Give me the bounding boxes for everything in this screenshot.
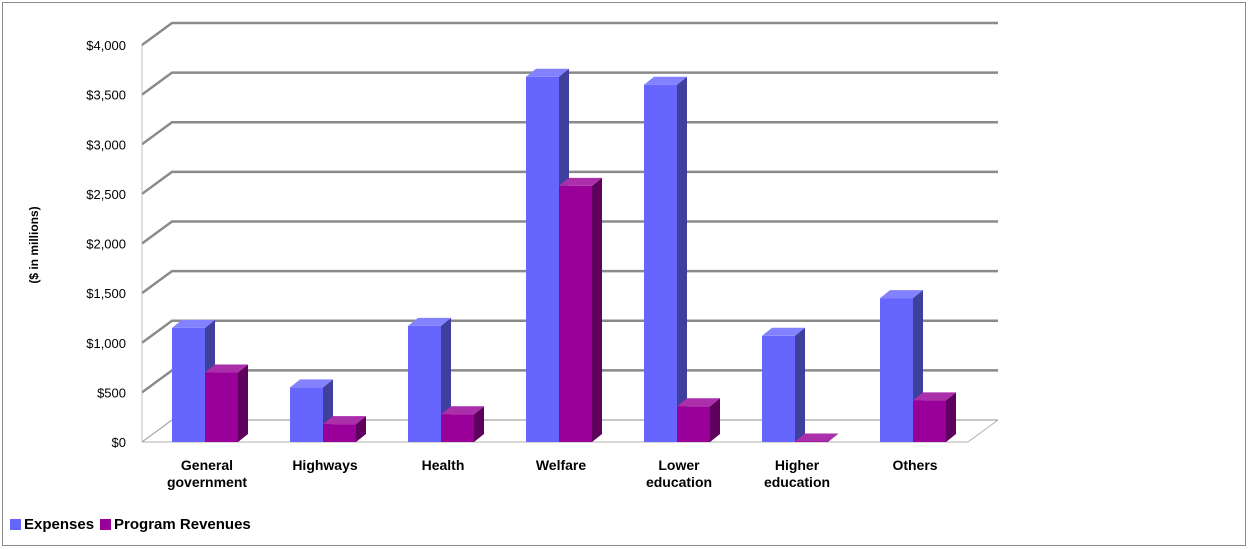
x-label-line: Health bbox=[422, 457, 465, 473]
bar-program-revenues-welfare bbox=[559, 177, 602, 442]
bar-front bbox=[408, 325, 441, 442]
x-label-higher-education: Higher education bbox=[764, 457, 830, 490]
y-tick-label: $2,000 bbox=[86, 237, 126, 252]
gridline bbox=[141, 319, 998, 344]
gridline bbox=[141, 21, 998, 46]
x-label-health: Health bbox=[422, 457, 465, 473]
x-label-line: General bbox=[181, 457, 233, 473]
x-label-line: government bbox=[167, 474, 247, 490]
bar-expenses-health bbox=[408, 317, 451, 442]
bar-front bbox=[526, 76, 559, 442]
bar-top bbox=[526, 68, 569, 77]
x-axis-labels: General government Highways Health Welfare Lo… bbox=[167, 457, 938, 490]
bar-front bbox=[559, 185, 592, 442]
gridline bbox=[141, 220, 998, 245]
legend-item-expenses: Expenses bbox=[10, 516, 94, 533]
legend-swatch-expenses bbox=[10, 519, 21, 530]
bar-front bbox=[172, 327, 205, 442]
bar-top bbox=[644, 76, 687, 85]
gridline bbox=[141, 170, 998, 195]
y-tick-label: $2,500 bbox=[86, 187, 126, 202]
legend-swatch-program-revenues bbox=[100, 519, 112, 530]
gridline bbox=[141, 71, 998, 96]
bar-expenses-lower-education bbox=[644, 76, 687, 442]
floor-right-edge bbox=[967, 419, 999, 443]
legend: Expenses Program Revenues bbox=[10, 516, 257, 533]
bar-side bbox=[474, 406, 484, 442]
bar-top bbox=[441, 406, 484, 415]
bar-program-revenues-others bbox=[913, 392, 956, 442]
x-label-highways: Highways bbox=[292, 457, 358, 473]
x-label-line: Others bbox=[892, 457, 937, 473]
bar-side bbox=[946, 392, 956, 442]
bars bbox=[172, 68, 956, 442]
gridline bbox=[141, 121, 998, 146]
bar-top bbox=[172, 319, 215, 328]
bar-side bbox=[677, 76, 687, 442]
bar-side bbox=[356, 416, 366, 442]
y-tick-label: $4,000 bbox=[86, 38, 126, 53]
bar-side bbox=[710, 398, 720, 442]
bar-top bbox=[323, 416, 366, 425]
x-label-general-government: General government bbox=[167, 457, 247, 490]
bar-side bbox=[795, 327, 805, 442]
bar-program-revenues-higher-education bbox=[795, 433, 838, 442]
bar-side bbox=[828, 433, 838, 442]
bar-front bbox=[205, 372, 238, 442]
bar-top bbox=[913, 392, 956, 401]
x-label-line: Welfare bbox=[536, 457, 587, 473]
bar-front bbox=[290, 387, 323, 442]
y-tick-label: $3,000 bbox=[86, 137, 126, 152]
y-axis-ticks: $0 $500 $1,000 $1,500 $2,000 $2,500 $3,000 $3,5… bbox=[86, 38, 126, 450]
bar-program-revenues-general-government bbox=[205, 364, 248, 442]
bar-side bbox=[592, 177, 602, 442]
y-tick-label: $0 bbox=[112, 435, 126, 450]
bar-front bbox=[880, 298, 913, 442]
bar-top bbox=[762, 327, 805, 336]
x-label-line: Lower bbox=[658, 457, 700, 473]
y-axis-title: ($ in millions) bbox=[27, 206, 41, 283]
bar-top bbox=[290, 379, 333, 388]
bar-program-revenues-lower-education bbox=[677, 398, 720, 442]
bar-top bbox=[795, 433, 838, 442]
y-tick-label: $500 bbox=[97, 385, 126, 400]
bar-top bbox=[880, 290, 923, 299]
x-label-welfare: Welfare bbox=[536, 457, 587, 473]
bar-top bbox=[408, 317, 451, 326]
x-label-line: Highways bbox=[292, 457, 358, 473]
x-label-others: Others bbox=[892, 457, 937, 473]
bar-side bbox=[238, 364, 248, 442]
bar-front bbox=[913, 400, 946, 442]
bar-front bbox=[677, 406, 710, 442]
bar-front bbox=[762, 335, 795, 442]
bar-program-revenues-highways bbox=[323, 416, 366, 442]
bar-program-revenues-health bbox=[441, 406, 484, 442]
bar-front bbox=[441, 414, 474, 442]
y-tick-label: $1,000 bbox=[86, 336, 126, 351]
legend-label-expenses: Expenses bbox=[24, 516, 95, 533]
y-tick-label: $1,500 bbox=[86, 286, 126, 301]
bar-top bbox=[205, 364, 248, 373]
x-label-line: Higher bbox=[775, 457, 820, 473]
x-label-line: education bbox=[646, 474, 712, 490]
bar-front bbox=[323, 424, 356, 442]
x-label-lower-education: Lower education bbox=[646, 457, 712, 490]
bar-front bbox=[644, 84, 677, 442]
legend-label-program-revenues: Program Revenues bbox=[114, 516, 251, 533]
bar-top bbox=[677, 398, 720, 407]
bar-top bbox=[559, 177, 602, 186]
y-tick-label: $3,500 bbox=[86, 88, 126, 103]
legend-item-program-revenues: Program Revenues bbox=[100, 516, 251, 533]
bar-expenses-general-government bbox=[172, 319, 215, 442]
gridline bbox=[141, 269, 998, 295]
bar-expenses-higher-education bbox=[762, 327, 805, 442]
x-label-line: education bbox=[764, 474, 830, 490]
